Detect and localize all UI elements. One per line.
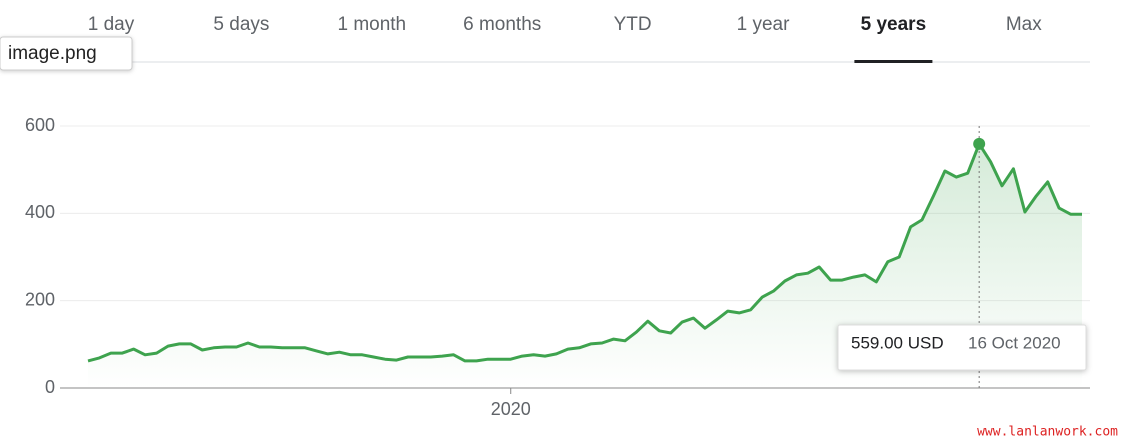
tooltip-box xyxy=(837,324,1087,371)
tab-bar: 1 day 5 days 1 month 6 months YTD 1 year 5 yea… xyxy=(88,14,1042,63)
tooltip-date: 16 Oct 2020 xyxy=(968,333,1061,352)
plot: 0 200 400 600 2020 559.00 USD 16 Oct 2020 xyxy=(25,115,1090,419)
y-tick-label: 400 xyxy=(25,202,55,222)
file-label: image.png xyxy=(8,43,97,64)
tab[interactable]: 6 months xyxy=(463,14,541,35)
tab-underline xyxy=(854,60,933,63)
y-tick-label: 200 xyxy=(25,289,55,309)
tab[interactable]: 1 day xyxy=(88,14,135,35)
y-tick-label: 600 xyxy=(25,115,55,135)
tab[interactable]: YTD xyxy=(614,14,652,35)
file-label-box: image.png xyxy=(0,36,133,71)
file-label-bg xyxy=(0,36,133,71)
area xyxy=(88,143,1082,388)
tooltip: 559.00 USD 16 Oct 2020 xyxy=(837,324,1087,371)
tab[interactable]: Max xyxy=(1006,14,1042,35)
watermark: www.lanlanwork.com xyxy=(977,425,1118,440)
tab[interactable]: 1 year xyxy=(737,14,790,35)
tab[interactable]: 5 years xyxy=(861,14,927,35)
highlight-point xyxy=(973,137,986,150)
price-line xyxy=(87,142,1082,363)
x-tick-label: 2020 xyxy=(491,399,531,419)
tab[interactable]: 5 days xyxy=(213,14,269,35)
tooltip-value: 559.00 USD xyxy=(851,333,944,352)
y-tick-label: 0 xyxy=(45,377,55,397)
tab[interactable]: 1 month xyxy=(337,14,406,35)
